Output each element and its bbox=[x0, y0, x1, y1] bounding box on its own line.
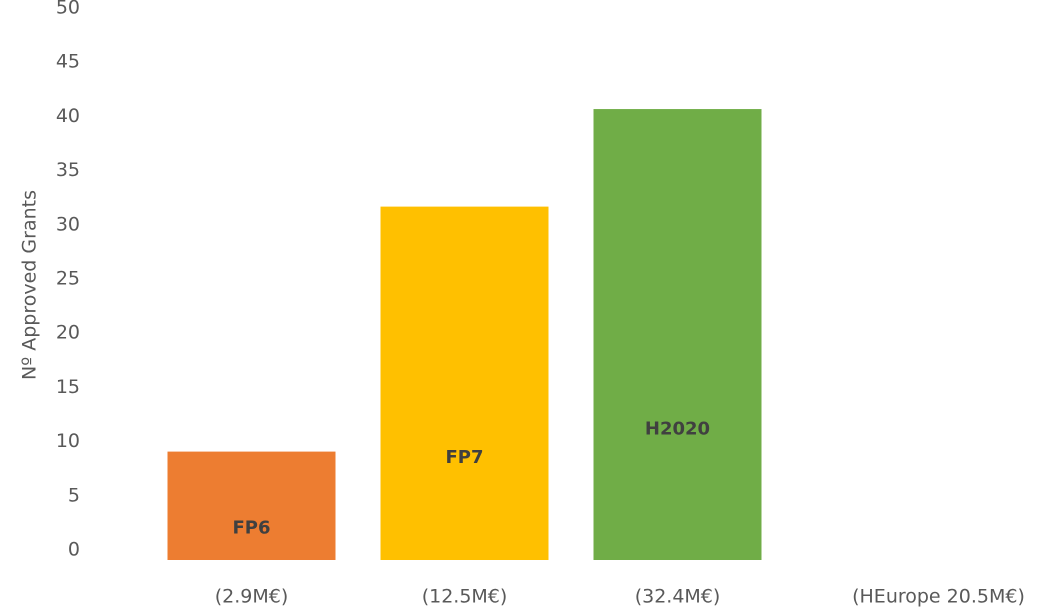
x-tick-label: (32.4M€) bbox=[635, 586, 721, 608]
x-tick-label: (2.9M€) bbox=[215, 586, 289, 608]
y-tick-label: 10 bbox=[56, 430, 80, 452]
y-tick-label: 20 bbox=[56, 322, 80, 344]
bar bbox=[167, 451, 336, 560]
y-tick-label: 40 bbox=[56, 105, 80, 127]
y-axis-label: Nº Approved Grants bbox=[19, 190, 41, 380]
y-tick-label: 45 bbox=[56, 51, 80, 73]
bar-label: FP7 bbox=[445, 447, 483, 468]
y-tick-label: 30 bbox=[56, 213, 80, 235]
y-tick-label: 25 bbox=[56, 268, 80, 290]
y-tick-label: 5 bbox=[68, 484, 80, 506]
bar-label: FP6 bbox=[232, 518, 270, 539]
bar-label: H2020 bbox=[645, 419, 710, 440]
y-tick-label: 15 bbox=[56, 376, 80, 398]
y-tick-label: 35 bbox=[56, 159, 80, 181]
y-tick-label: 0 bbox=[68, 539, 80, 561]
x-tick-label: (HEurope 20.5M€) bbox=[852, 586, 1025, 608]
x-tick-label: (12.5M€) bbox=[422, 586, 508, 608]
y-tick-label: 50 bbox=[56, 0, 80, 19]
bar bbox=[593, 109, 762, 560]
bar bbox=[380, 206, 549, 560]
